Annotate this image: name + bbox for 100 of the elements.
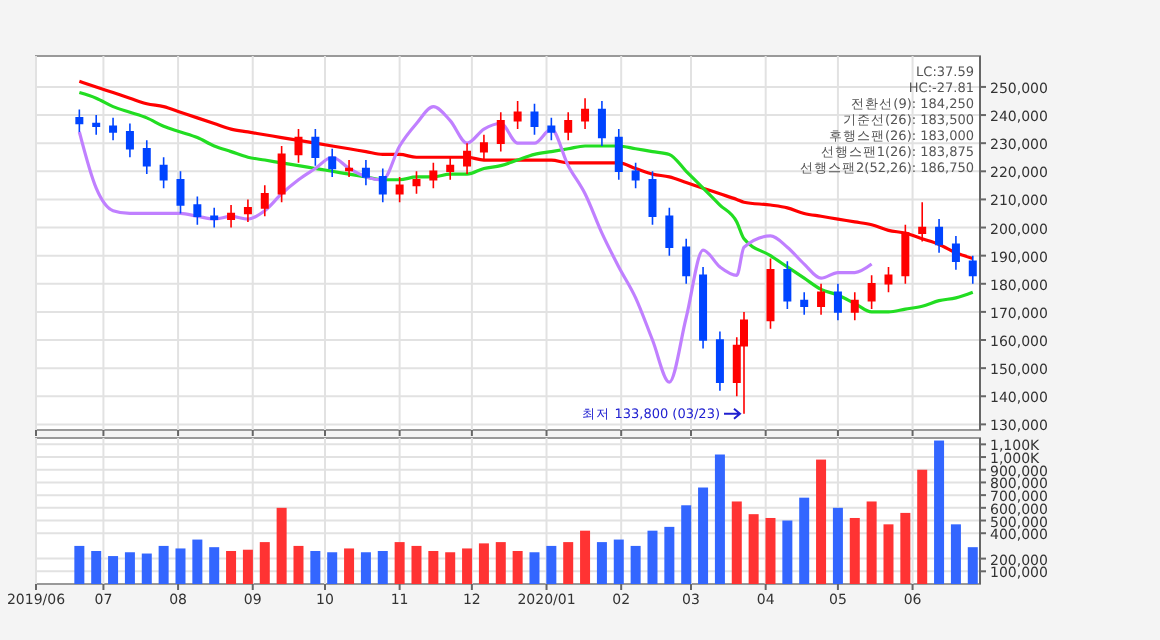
candlestick (715, 330, 724, 392)
candlestick (513, 100, 522, 130)
bar (445, 552, 456, 584)
candlestick (142, 139, 151, 175)
candlestick (564, 111, 573, 142)
bar (242, 549, 253, 584)
bar (832, 507, 843, 584)
bar (748, 514, 759, 584)
bar (327, 552, 338, 584)
candlestick (227, 204, 236, 229)
bar (900, 512, 911, 584)
bar (91, 550, 102, 584)
candlestick (884, 266, 893, 294)
bar (681, 505, 692, 584)
bar (950, 524, 961, 584)
bar (664, 526, 675, 584)
bar (866, 501, 877, 584)
candlestick (395, 176, 404, 204)
bar (394, 542, 405, 584)
bar (529, 552, 540, 584)
bar (293, 545, 304, 584)
candlestick (75, 108, 84, 133)
candlestick (817, 282, 826, 316)
bar (141, 553, 152, 584)
candlestick (412, 170, 421, 195)
bar (596, 542, 607, 584)
candlestick (547, 117, 556, 142)
bar (175, 548, 186, 584)
candlestick (345, 159, 354, 178)
bar (816, 459, 827, 584)
bar (782, 520, 793, 584)
bar (731, 501, 742, 584)
bar (344, 548, 355, 584)
candlestick (311, 128, 320, 167)
bar (512, 550, 523, 584)
candlestick (378, 167, 387, 204)
bar (613, 539, 624, 584)
candlestick (210, 207, 219, 229)
candlestick (277, 145, 286, 204)
candlestick (193, 195, 202, 226)
candlestick (463, 142, 472, 175)
bar (647, 530, 658, 584)
candlestick (918, 201, 927, 243)
bar (360, 552, 371, 584)
bar (108, 556, 119, 584)
candlestick (429, 162, 438, 189)
bar (310, 550, 321, 584)
bar (226, 550, 237, 584)
candlestick (631, 162, 640, 189)
candlestick (581, 97, 590, 130)
bar (74, 545, 85, 584)
candlestick (800, 291, 809, 316)
bar (209, 547, 220, 584)
candlestick (648, 170, 657, 226)
bar (276, 507, 287, 584)
bar (714, 454, 725, 584)
candlestick (125, 122, 134, 159)
candlestick (294, 128, 303, 164)
candlestick (260, 184, 269, 218)
candlestick (935, 218, 944, 254)
bar (428, 550, 439, 584)
bar (411, 545, 422, 584)
bar (917, 469, 928, 584)
bar (799, 497, 810, 584)
bar (192, 539, 203, 584)
candlestick (783, 260, 792, 310)
bar (580, 530, 591, 584)
candlestick (328, 148, 337, 178)
bar (765, 517, 776, 584)
candlestick (496, 111, 505, 153)
bar (698, 487, 709, 584)
candlestick (446, 156, 455, 181)
candlestick (766, 257, 775, 330)
candlestick (176, 170, 185, 215)
bar (849, 517, 860, 584)
bar (377, 550, 388, 584)
candlestick (850, 291, 859, 322)
bar (563, 542, 574, 584)
candlestick (867, 274, 876, 310)
bar (124, 552, 135, 584)
candlestick (530, 103, 539, 136)
bar (967, 547, 978, 584)
bar (158, 545, 169, 584)
line-series (77, 90, 975, 314)
bar (630, 545, 641, 584)
candlestick (968, 254, 977, 285)
candlestick (614, 128, 623, 181)
candlestick (665, 207, 674, 257)
candlestick (361, 159, 370, 187)
candlestick (109, 117, 118, 142)
bar (259, 542, 270, 584)
candlestick (479, 133, 488, 161)
candlestick (92, 114, 101, 136)
candlestick (833, 282, 842, 322)
candlestick (951, 235, 960, 271)
candlestick (699, 266, 708, 350)
candlestick (740, 311, 748, 415)
candlestick (243, 198, 252, 223)
bar (495, 542, 506, 584)
bar (478, 543, 489, 584)
